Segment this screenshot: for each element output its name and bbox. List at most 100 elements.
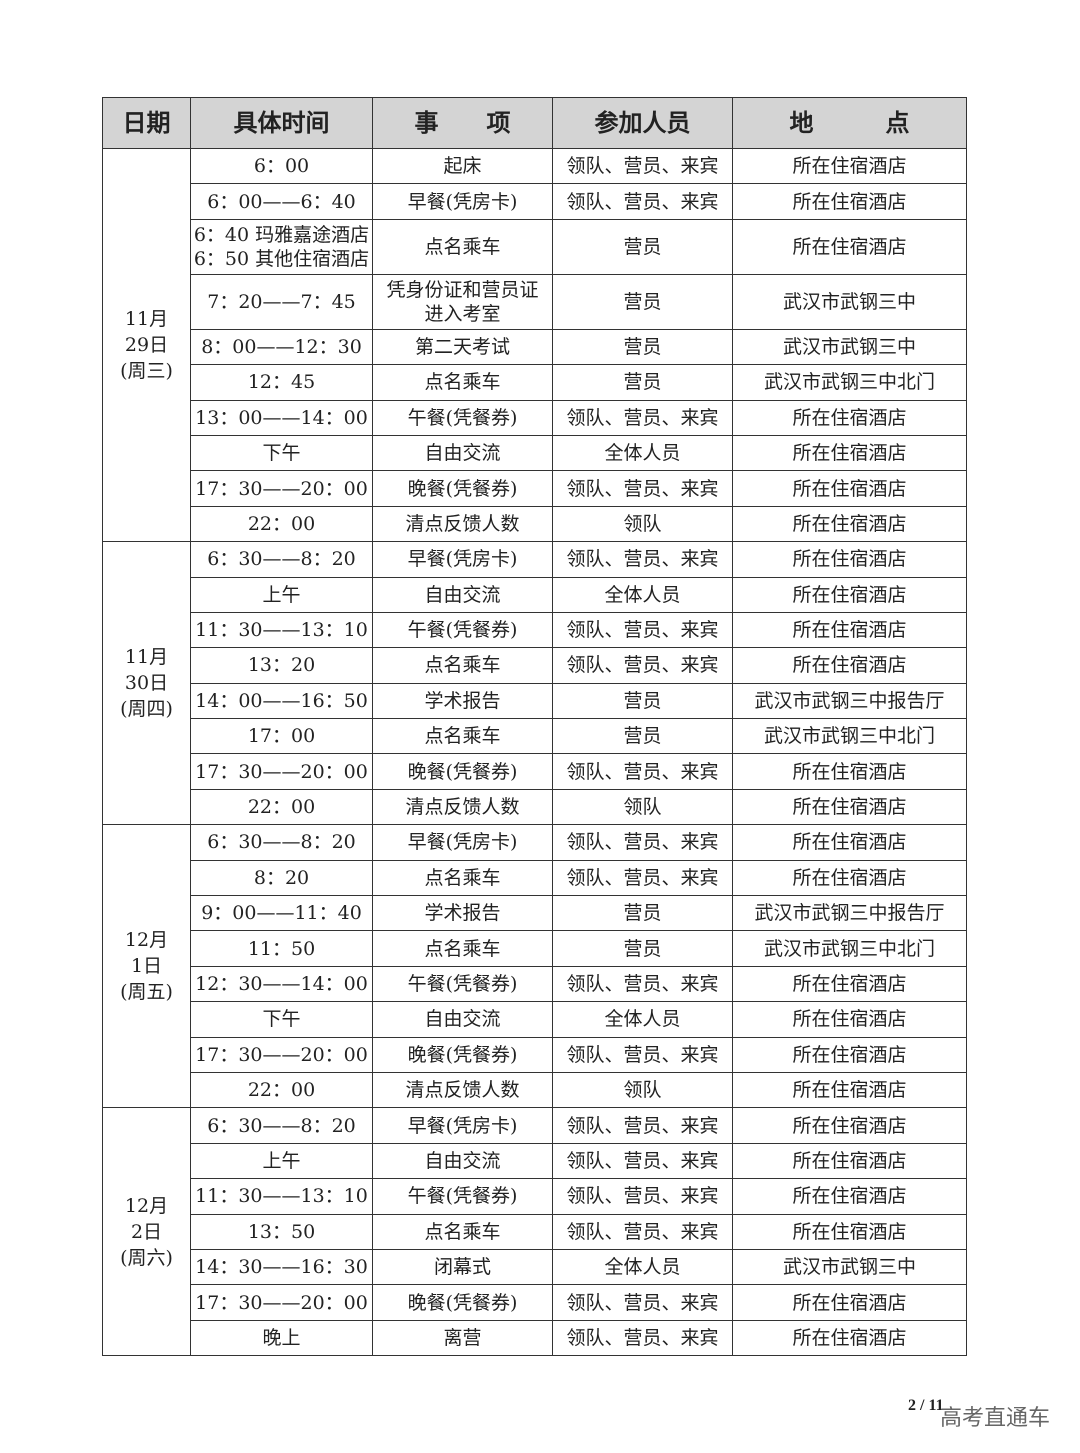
time-cell: 12：45 <box>190 364 373 401</box>
item-cell: 午餐(凭餐券) <box>372 611 553 649</box>
date-cell: 11月 29日 (周三) <box>102 147 191 543</box>
location-cell: 武汉市武钢三中 <box>732 273 967 330</box>
time-cell: 11：50 <box>190 930 373 967</box>
table-row: 上午 自由交流 全体人员 所在住宿酒店 <box>103 576 967 613</box>
table-row: 17：00 点名乘车 营员 武汉市武钢三中北门 <box>103 718 967 755</box>
time-cell: 上午 <box>190 1142 373 1180</box>
location-cell: 武汉市武钢三中 <box>732 328 967 366</box>
participants-cell: 领队 <box>552 505 733 543</box>
item-cell: 早餐(凭房卡) <box>372 183 553 220</box>
item-cell: 自由交流 <box>372 1142 553 1180</box>
participants-cell: 领队、营员、来宾 <box>552 541 733 578</box>
item-cell: 点名乘车 <box>372 647 553 684</box>
item-cell: 晚餐(凭餐券) <box>372 1284 553 1321</box>
time-cell: 7：20——7：45 <box>190 273 373 330</box>
item-cell: 点名乘车 <box>372 718 553 755</box>
item-cell: 第二天考试 <box>372 328 553 366</box>
participants-cell: 营员 <box>552 273 733 330</box>
table-row: 12：30——14：00 午餐(凭餐券) 领队、营员、来宾 所在住宿酒店 <box>103 965 967 1003</box>
time-cell: 6：30——8：20 <box>190 1107 373 1144</box>
location-cell: 所在住宿酒店 <box>732 399 967 436</box>
header-participants: 参加人员 <box>552 97 733 149</box>
date-line: 2日 <box>130 1220 163 1243</box>
participants-cell: 营员 <box>552 218 733 275</box>
location-cell: 所在住宿酒店 <box>732 1107 967 1144</box>
item-cell: 点名乘车 <box>372 1213 553 1250</box>
location-cell: 所在住宿酒店 <box>732 824 967 861</box>
item-cell: 点名乘车 <box>372 930 553 967</box>
time-cell: 17：30——20：00 <box>190 470 373 507</box>
participants-cell: 领队、营员、来宾 <box>552 753 733 790</box>
participants-cell: 营员 <box>552 328 733 366</box>
table-row: 11月 29日 (周三) 6：00 起床 领队、营员、来宾 所在住宿酒店 <box>102 147 967 543</box>
location-cell: 武汉市武钢三中报告厅 <box>732 895 967 932</box>
location-cell: 武汉市武钢三中北门 <box>732 930 967 967</box>
time-cell: 晚上 <box>190 1319 373 1357</box>
table-row: 8：00——12：30 第二天考试 营员 武汉市武钢三中 <box>103 328 967 366</box>
time-cell: 13：00——14：00 <box>190 399 373 436</box>
date-line: 29日 <box>124 334 169 357</box>
time-cell: 8：00——12：30 <box>190 328 373 366</box>
table-row: 12月 2日 (周六) 6：30——8：20 早餐(凭房卡) 领队、营员、来宾 所在住宿酒店 <box>102 1107 967 1357</box>
participants-cell: 领队、营员、来宾 <box>552 1107 733 1144</box>
item-cell: 闭幕式 <box>372 1248 553 1286</box>
participants-cell: 领队、营员、来宾 <box>552 965 733 1003</box>
participants-cell: 营员 <box>552 895 733 932</box>
time-cell: 下午 <box>190 434 373 472</box>
time-cell: 11：30——13：10 <box>190 611 373 649</box>
schedule-body: 11月 29日 (周三) 6：00 起床 领队、营员、来宾 所在住宿酒店 6：00——6：40… <box>102 147 967 1357</box>
date-line: (周四) <box>120 698 173 721</box>
item-cell: 早餐(凭房卡) <box>372 541 553 578</box>
time-cell: 6：30——8：20 <box>190 541 373 578</box>
table-row: 12：45 点名乘车 营员 武汉市武钢三中北门 <box>103 364 967 401</box>
participants-cell: 全体人员 <box>552 434 733 472</box>
date-cell: 12月 2日 (周六) <box>102 1107 191 1357</box>
table-row: 晚上 离营 领队、营员、来宾 所在住宿酒店 <box>103 1319 967 1357</box>
item-cell: 晚餐(凭餐券) <box>372 470 553 507</box>
table-row: 11：30——13：10 午餐(凭餐券) 领队、营员、来宾 所在住宿酒店 <box>103 611 967 649</box>
location-cell: 所在住宿酒店 <box>732 859 967 897</box>
watermark: 高考直通车 <box>940 1406 1051 1431</box>
time-cell: 6：30——8：20 <box>190 824 373 861</box>
participants-cell: 全体人员 <box>552 1001 733 1038</box>
item-cell: 清点反馈人数 <box>372 788 553 826</box>
date-line: 12月 <box>124 929 169 952</box>
item-cell: 学术报告 <box>372 682 553 720</box>
item-cell: 晚餐(凭餐券) <box>372 753 553 790</box>
time-cell: 11：30——13：10 <box>190 1178 373 1215</box>
item-cell: 起床 <box>372 147 553 185</box>
item-cell: 点名乘车 <box>372 364 553 401</box>
participants-cell: 领队 <box>552 1071 733 1109</box>
table-row: 7：20——7：45 凭身份证和营员证 进入考室 营员 武汉市武钢三中 <box>103 273 967 330</box>
participants-cell: 营员 <box>552 930 733 967</box>
item-cell: 自由交流 <box>372 576 553 613</box>
participants-cell: 营员 <box>552 718 733 755</box>
date-line: 11月 <box>124 646 169 669</box>
time-cell: 22：00 <box>190 788 373 826</box>
item-cell: 自由交流 <box>372 434 553 472</box>
item-cell: 清点反馈人数 <box>372 1071 553 1109</box>
participants-cell: 营员 <box>552 682 733 720</box>
date-line: (周三) <box>120 360 173 383</box>
participants-cell: 领队、营员、来宾 <box>552 1319 733 1357</box>
time-cell: 17：30——20：00 <box>190 1036 373 1073</box>
date-cell: 11月 30日 (周四) <box>102 541 191 826</box>
location-cell: 所在住宿酒店 <box>732 753 967 790</box>
location-cell: 所在住宿酒店 <box>732 183 967 220</box>
item-cell: 午餐(凭餐券) <box>372 399 553 436</box>
participants-cell: 领队、营员、来宾 <box>552 470 733 507</box>
time-cell: 22：00 <box>190 505 373 543</box>
date-line: (周五) <box>120 981 173 1004</box>
time-cell: 17：00 <box>190 718 373 755</box>
location-cell: 所在住宿酒店 <box>732 434 967 472</box>
page-number: 2 / 11 <box>908 1397 944 1414</box>
table-row: 9：00——11：40 学术报告 营员 武汉市武钢三中报告厅 <box>103 895 967 932</box>
item-cell: 晚餐(凭餐券) <box>372 1036 553 1073</box>
time-cell: 22：00 <box>190 1071 373 1109</box>
participants-cell: 领队、营员、来宾 <box>552 1213 733 1250</box>
item-cell: 点名乘车 <box>372 859 553 897</box>
location-cell: 所在住宿酒店 <box>732 965 967 1003</box>
time-cell: 6：40 玛雅嘉途酒店 6：50 其他住宿酒店 <box>190 218 373 275</box>
location-cell: 所在住宿酒店 <box>732 147 967 185</box>
table-row: 14：30——16：30 闭幕式 全体人员 武汉市武钢三中 <box>103 1248 967 1286</box>
